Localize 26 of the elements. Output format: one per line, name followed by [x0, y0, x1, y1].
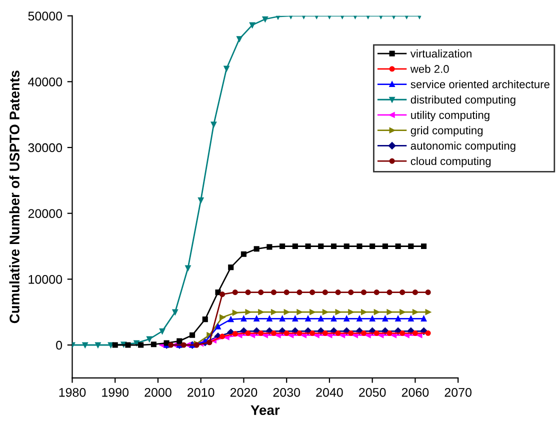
y-tick-label: 10000 [28, 274, 62, 284]
y-tick-label: 50000 [28, 12, 62, 20]
legend-label: autonomic computing [410, 142, 516, 152]
legend-label: web 2.0 [410, 64, 449, 73]
y-tick-label: 30000 [28, 143, 62, 152]
legend-label: service oriented architecture [410, 80, 550, 88]
legend-label: cloud computing [410, 156, 491, 168]
x-tick-label: 2000 [144, 388, 172, 397]
y-tick-label: 0 [56, 340, 62, 350]
x-tick-label: 2040 [316, 388, 343, 397]
x-tick-label: 2060 [402, 388, 429, 397]
x-tick-label: 2070 [444, 388, 472, 397]
x-tick-label: 1980 [59, 388, 86, 397]
x-tick-label: 1990 [102, 388, 129, 397]
legend-label: utility computing [411, 110, 490, 122]
x-tick-label: 2010 [188, 388, 214, 397]
y-tick-label: 20000 [28, 209, 62, 218]
legend-label: distributed computing [410, 95, 516, 106]
x-tick-label: 2050 [359, 388, 386, 397]
legend-label: virtualization [410, 49, 472, 58]
y-axis-title: Cumulative Number of USPTO Patents [9, 70, 20, 324]
x-axis-title: Year [250, 405, 280, 416]
y-tick-label: 40000 [28, 77, 62, 86]
legend-label: grid computing [410, 126, 483, 137]
x-tick-label: 2030 [273, 388, 300, 397]
x-tick-label: 2020 [230, 388, 258, 397]
